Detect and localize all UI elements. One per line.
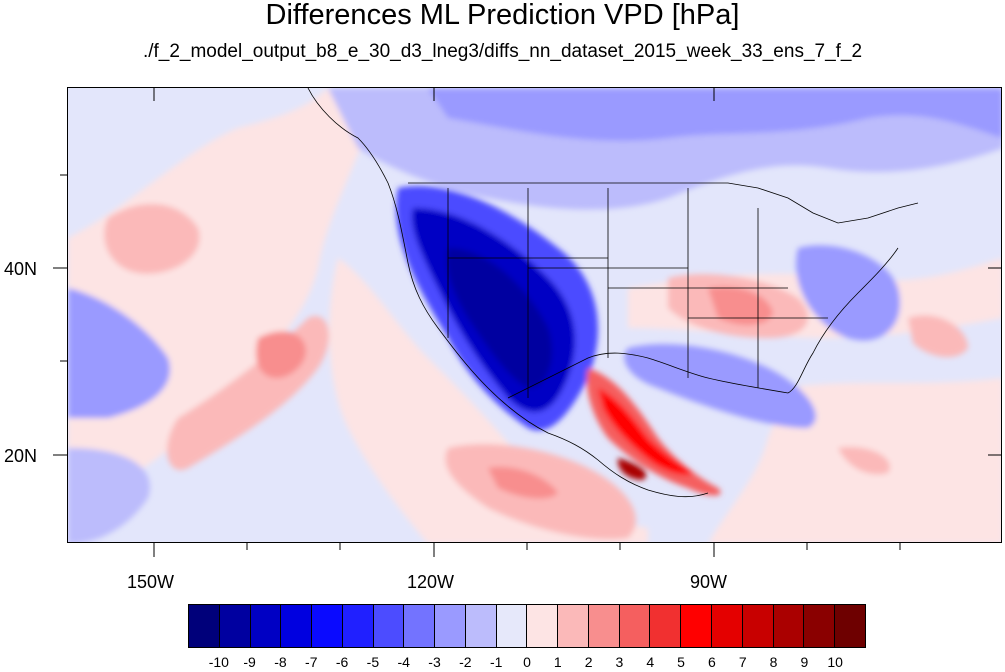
colorbar-swatch [742, 605, 774, 647]
colorbar-swatch [435, 605, 466, 647]
colorbar-level-label: 6 [708, 654, 716, 670]
colorbar-level-label: 3 [615, 654, 624, 670]
colorbar-swatch [281, 605, 313, 647]
colorbar-level-label: -4 [397, 654, 410, 670]
colorbar-level-label: 9 [800, 654, 809, 670]
lon-label-120w: 120W [407, 572, 455, 592]
colorbar-level-label: 7 [738, 654, 747, 670]
colorbar-level-label: -7 [305, 654, 318, 670]
colorbar-swatch [465, 605, 497, 647]
colorbar-swatch [342, 605, 374, 647]
figure-title: Differences ML Prediction VPD [hPa] [265, 0, 740, 31]
colorbar-swatch [219, 605, 251, 647]
lon-label-90w: 90W [690, 572, 728, 592]
colorbar-level-label: -3 [428, 654, 441, 670]
colorbar-level-label: -8 [274, 654, 287, 670]
colorbar-swatch [619, 605, 651, 647]
colorbar-swatch [312, 605, 343, 647]
colorbar-swatch [804, 605, 836, 647]
difference-field [68, 88, 1001, 542]
colorbar-swatch [189, 605, 220, 647]
colorbar-level-label: 4 [646, 654, 655, 670]
colorbar-swatch [835, 605, 865, 647]
colorbar-level-label: 8 [769, 654, 778, 670]
lat-label-40n: 40N [4, 259, 38, 279]
colorbar-level-label: -6 [335, 654, 349, 670]
colorbar-swatch [773, 605, 805, 647]
colorbar-swatch [712, 605, 743, 647]
colorbar-level-label: -9 [243, 654, 256, 670]
anomaly-blobs [68, 88, 1001, 542]
colorbar-swatch [496, 605, 528, 647]
colorbar-swatch [681, 605, 713, 647]
colorbar-level-label: -5 [366, 654, 380, 670]
colorbar-level-label: -1 [489, 654, 503, 670]
colorbar-level-label: 1 [553, 654, 562, 670]
colorbar-swatch [650, 605, 682, 647]
colorbar-swatch [588, 605, 620, 647]
colorbar-swatch [404, 605, 436, 647]
lat-label-20n: 20N [4, 446, 38, 466]
colorbar-level-label: 5 [677, 654, 685, 670]
lon-label-150w: 150W [127, 572, 175, 592]
colorbar-swatch [373, 605, 405, 647]
colorbar-level-label: 0 [523, 654, 531, 670]
colorbar-level-label: 10 [827, 654, 843, 670]
figure-subtitle: ./f_2_model_output_b8_e_30_d3_lneg3/diff… [142, 41, 863, 62]
map-panel [67, 87, 1002, 543]
colorbar-swatch [558, 605, 589, 647]
colorbar [188, 604, 866, 648]
colorbar-level-label: -10 [208, 654, 229, 670]
coastlines [307, 88, 919, 498]
colorbar-swatch [250, 605, 282, 647]
colorbar-level-label: -2 [459, 654, 472, 670]
colorbar-swatch [527, 605, 559, 647]
colorbar-level-label: 2 [584, 654, 593, 670]
